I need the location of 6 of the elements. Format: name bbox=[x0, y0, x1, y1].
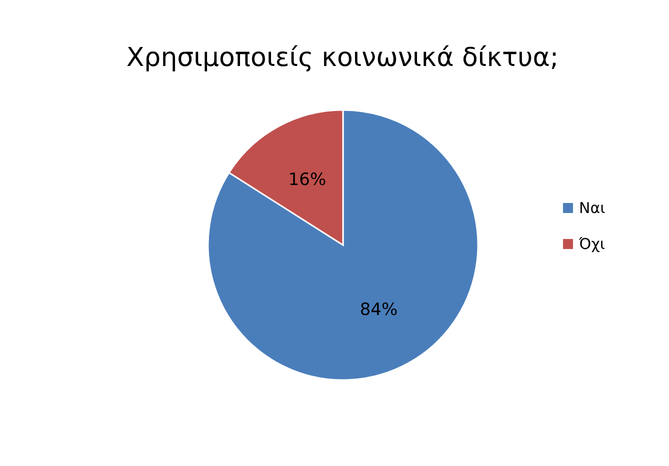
chart-title: Χρησιμοποιείς κοινωνικά δίκτυα; bbox=[126, 43, 559, 73]
data-label: 84% bbox=[360, 300, 398, 320]
legend-label: Όχι bbox=[578, 235, 605, 253]
pie-slice bbox=[207, 109, 479, 381]
legend-label: Ναι bbox=[579, 199, 606, 217]
data-label: 16% bbox=[288, 170, 326, 190]
